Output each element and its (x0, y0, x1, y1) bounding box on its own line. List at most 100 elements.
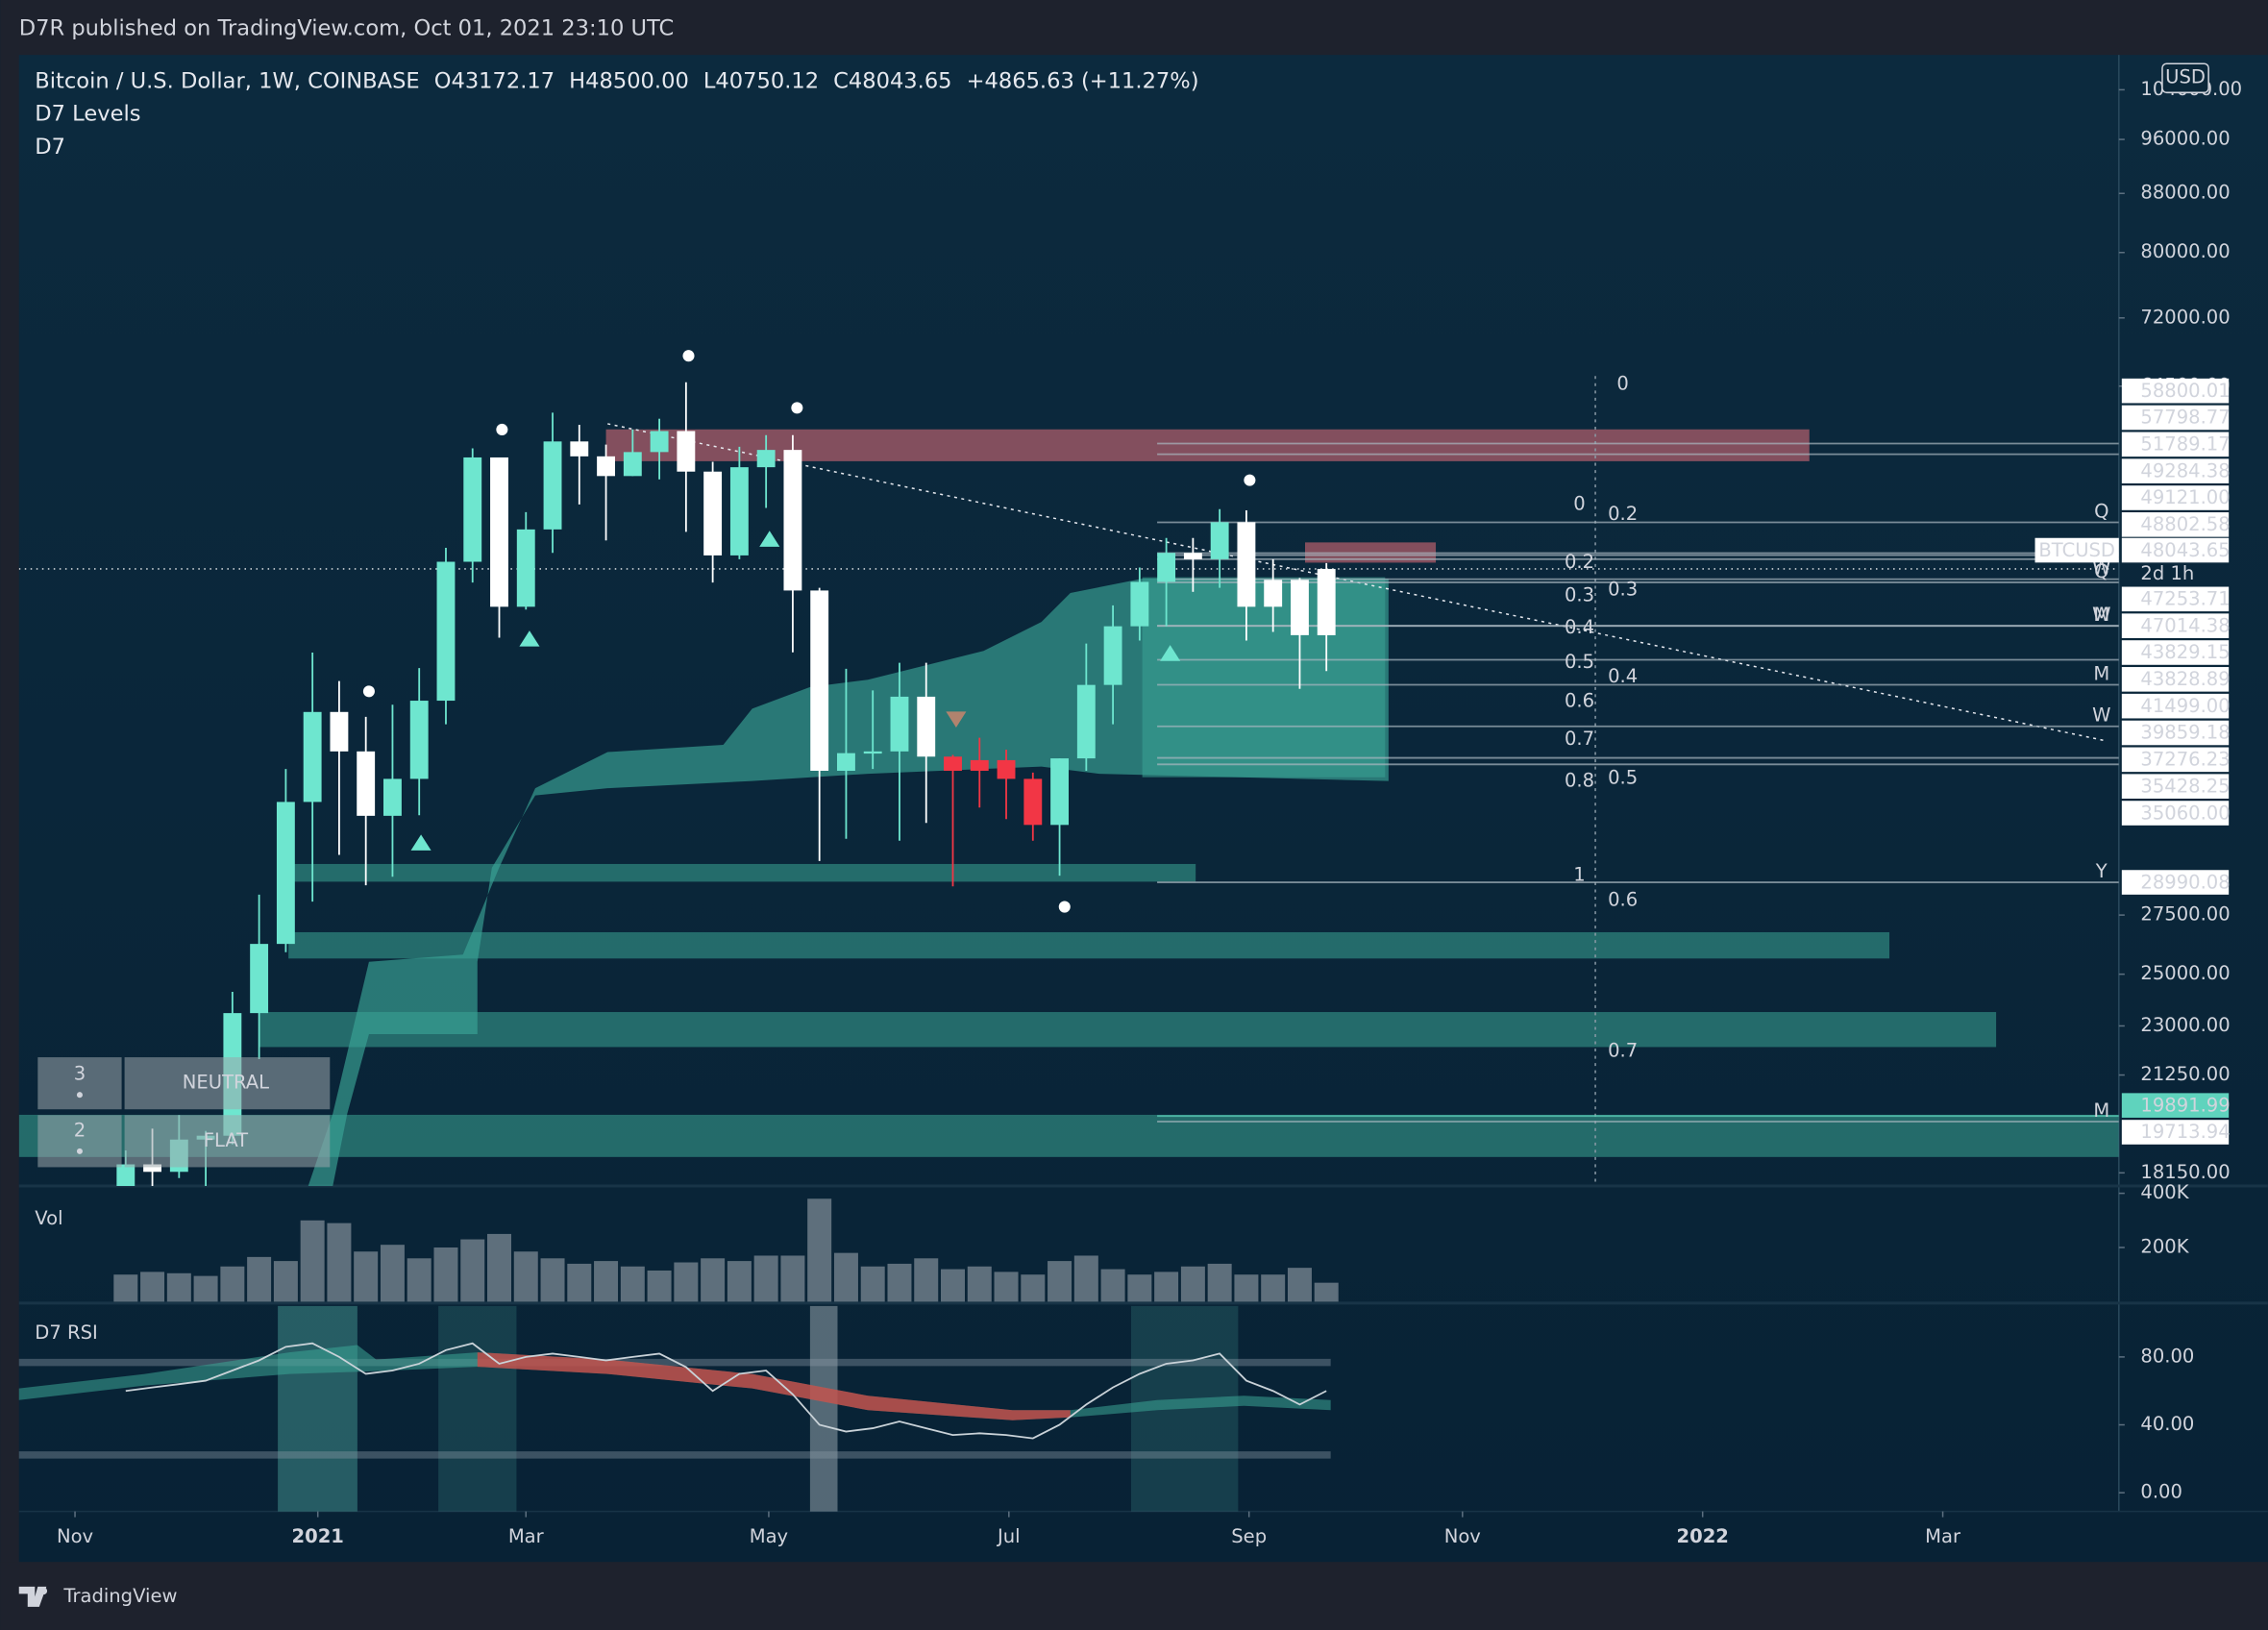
fib-label: 1 (1573, 864, 1585, 886)
level-label: 19891.99 (2140, 1094, 2230, 1116)
signal-up (1160, 645, 1181, 661)
currency-badge (2161, 62, 2209, 94)
signal-dot (1058, 901, 1071, 913)
volume-bar (994, 1272, 1019, 1302)
volume-bar (1180, 1266, 1205, 1302)
volume-bar (833, 1252, 858, 1302)
volume-bar (914, 1258, 939, 1302)
fib-label: 0.4 (1608, 665, 1638, 687)
candle-body (1317, 568, 1336, 635)
level-label-box (2121, 1120, 2230, 1145)
volume-bar (1261, 1274, 1286, 1302)
volume-bar (1048, 1261, 1072, 1302)
volume-bar (540, 1258, 565, 1302)
level-label-box (2121, 586, 2230, 612)
level-label-box (2121, 485, 2230, 510)
fib-label: 0.5 (1608, 767, 1638, 789)
level-tag: M (2093, 1099, 2109, 1122)
candle-body (543, 441, 562, 530)
rsi-ma-band (18, 1345, 1331, 1420)
candle-body (1264, 580, 1283, 607)
volume-bar (273, 1261, 298, 1302)
fib-label: 0.7 (1608, 1039, 1638, 1061)
x-tick-label: May (750, 1525, 788, 1547)
candle-body (729, 467, 749, 556)
volume-bar (247, 1256, 272, 1302)
table-state: NEUTRAL (183, 1072, 269, 1094)
signal-dot (682, 350, 695, 362)
level-label-box (2121, 774, 2230, 799)
rsi-highlight (278, 1305, 357, 1512)
price-pane: QWWQMWMWYM 00.20.30.40.50.60.70.8100.20.… (18, 350, 2119, 1187)
pane-title: Vol (35, 1207, 62, 1229)
y-tick-label: 25000.00 (2140, 962, 2230, 984)
candle-body (436, 561, 456, 702)
level-tag: M (2093, 604, 2109, 626)
fib-label: 0.3 (1565, 584, 1594, 606)
level-label-box (2121, 458, 2230, 483)
trendline (607, 423, 2105, 742)
volume-bar (1073, 1255, 1098, 1302)
level-label-box (2121, 801, 2230, 826)
level-tag: W (2092, 604, 2110, 626)
level-label: 49121.00 (2140, 486, 2230, 508)
x-tick-label: Nov (57, 1525, 93, 1547)
rsi-highlight (809, 1305, 838, 1512)
level-label: 47253.71 (2140, 588, 2230, 610)
brand-logo (39, 1587, 48, 1595)
volume-bar (753, 1255, 778, 1302)
volume-bar (220, 1266, 245, 1302)
volume-bar (701, 1258, 726, 1302)
rsi-decor (18, 1305, 1331, 1512)
volume-bar (1127, 1274, 1152, 1302)
legend-high: H48500.00 (569, 68, 689, 93)
y-tick-label: 96000.00 (2140, 128, 2230, 150)
legend-low: L40750.12 (703, 68, 819, 93)
y-tick-label: 80000.00 (2140, 240, 2230, 262)
candle-body (143, 1164, 162, 1173)
level-label-box (2121, 667, 2230, 692)
volume-bar (460, 1239, 485, 1302)
volume-bar (513, 1251, 538, 1302)
axes: 104000.0096000.0088000.0080000.0072000.0… (35, 78, 2242, 1547)
zone (288, 863, 1196, 882)
table-state: FLAT (204, 1129, 248, 1151)
volume-bar (860, 1266, 885, 1302)
level-label: 28990.08 (2140, 871, 2230, 893)
symbol-label: BTCUSD (2038, 539, 2115, 561)
level-tag: Q (2094, 560, 2108, 582)
candle-body (383, 778, 402, 816)
candle-body (890, 696, 909, 752)
table-dot (76, 1092, 83, 1099)
signal-dot (791, 402, 803, 414)
x-tick-label: 2022 (1676, 1525, 1728, 1547)
candle-body (1050, 758, 1070, 826)
fib-label: 0.7 (1565, 728, 1594, 750)
brand: TradingView (62, 1585, 177, 1607)
zone (288, 931, 1890, 959)
volume-bar (327, 1222, 352, 1302)
level-label: 39859.18 (2140, 722, 2230, 744)
volume-bar (166, 1272, 191, 1302)
volume-bar (887, 1263, 912, 1302)
volume-bar (113, 1274, 138, 1302)
signal-down (946, 711, 967, 728)
volume-bar (193, 1275, 218, 1302)
fib-label: 0.2 (1608, 503, 1638, 525)
y-tick-label: 72000.00 (2140, 306, 2230, 328)
level-label: 35060.00 (2140, 802, 2230, 824)
brand-logo (18, 1586, 47, 1607)
volume-bar (140, 1272, 165, 1302)
volume-bar (674, 1262, 699, 1302)
signal-dot (362, 685, 375, 698)
volume-bar (620, 1266, 645, 1302)
fib-label: 0.5 (1565, 651, 1594, 673)
signal-dot (1244, 474, 1256, 486)
level-label: 51789.17 (2140, 433, 2230, 456)
volume-bar (967, 1266, 992, 1302)
zone (259, 1012, 1997, 1048)
candle-body (1183, 553, 1202, 559)
candle-body (303, 711, 322, 803)
volume-bar (300, 1220, 325, 1302)
rsi-line (125, 1342, 1327, 1440)
